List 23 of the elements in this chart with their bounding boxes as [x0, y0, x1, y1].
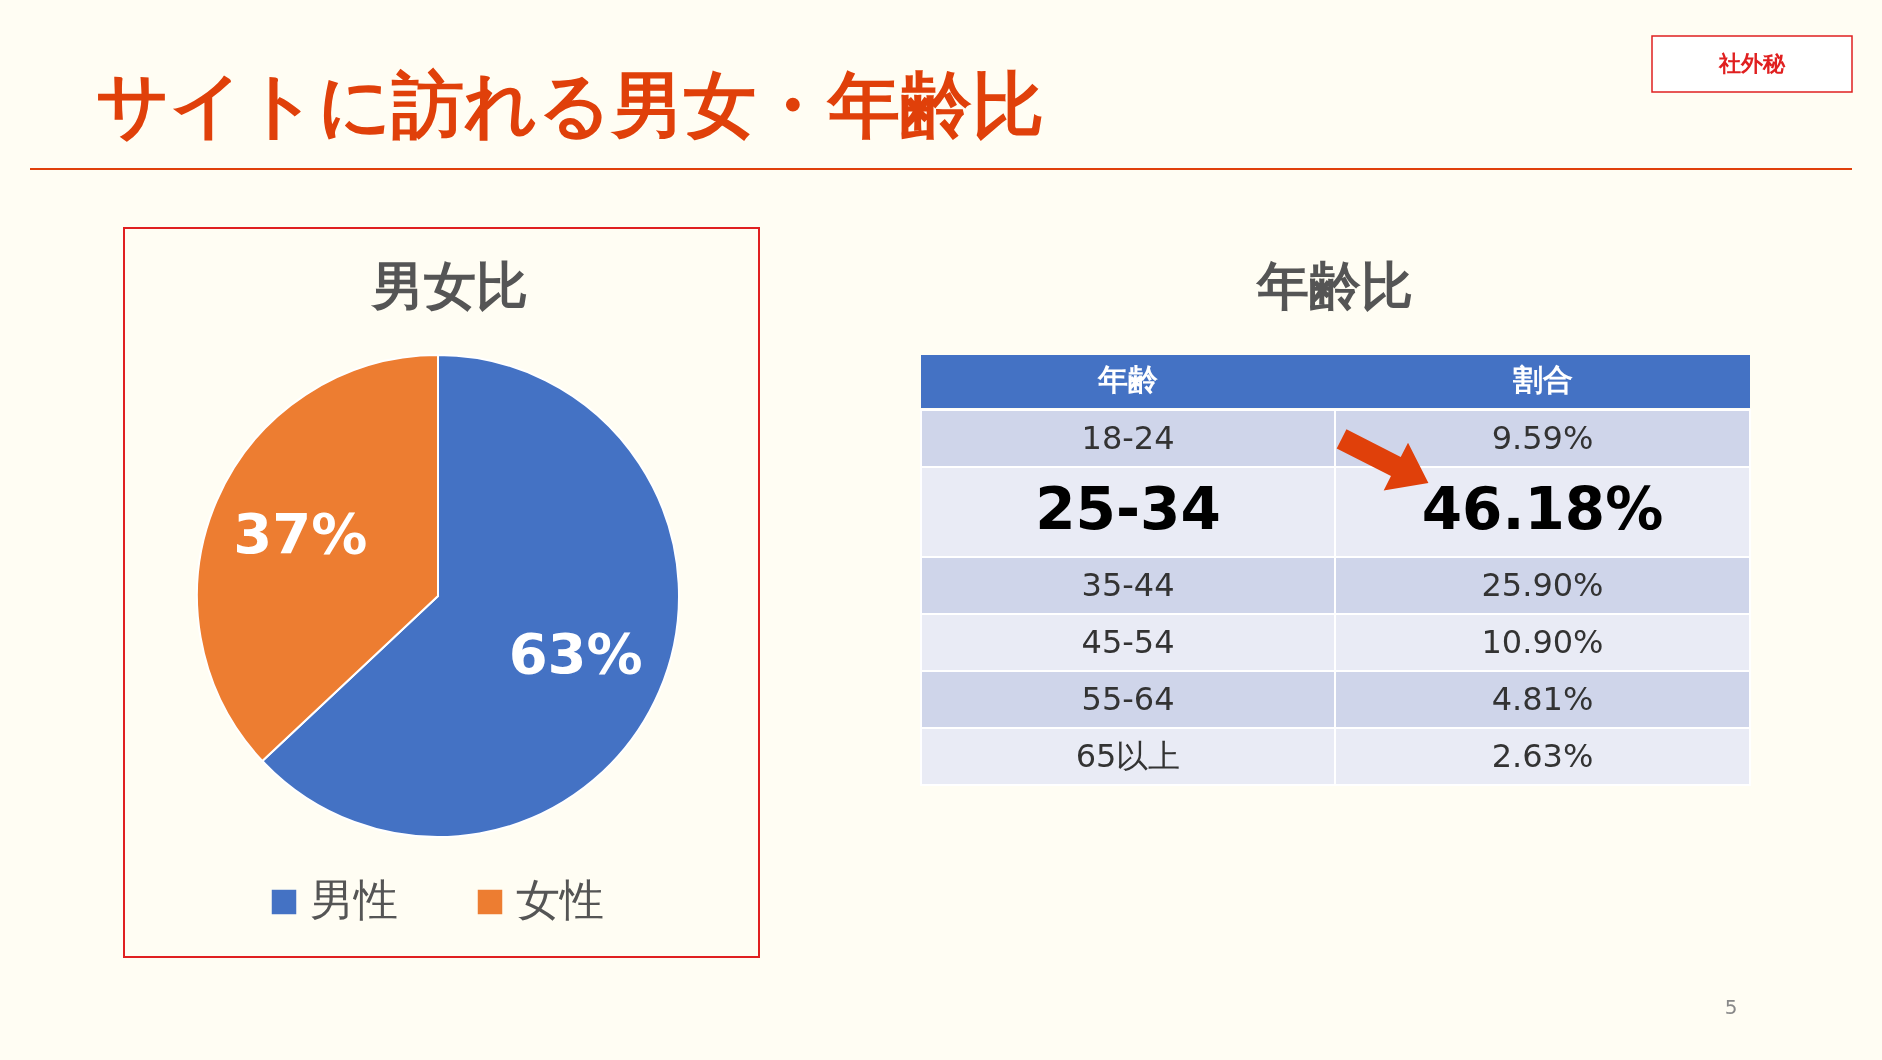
data-label: 9.59%	[1491, 418, 1594, 457]
category-label: 65以上	[1075, 736, 1181, 775]
category-label: 25-34	[1035, 475, 1221, 543]
chart-title: 男女比	[370, 256, 528, 316]
data-label: 2.63%	[1491, 736, 1594, 775]
text: サイトに訪れる男女・年齢比	[96, 63, 1044, 147]
data-label: 46.18%	[1421, 475, 1664, 543]
category-label: 55-64	[1081, 679, 1175, 718]
data-label: 10.90%	[1481, 622, 1604, 661]
data-label: 37%	[233, 501, 368, 567]
text: 年齢	[1097, 362, 1158, 397]
category-label: 35-44	[1081, 565, 1175, 604]
data-label: 4.81%	[1491, 679, 1594, 718]
category-label: 45-54	[1081, 622, 1175, 661]
text: 社外秘	[1718, 51, 1786, 76]
text: 5	[1724, 995, 1738, 1019]
category-label: 18-24	[1081, 418, 1175, 457]
data-label: 25.90%	[1481, 565, 1604, 604]
legend-label: 女性	[516, 874, 604, 925]
legend-label: 男性	[310, 874, 398, 925]
text: 割合	[1511, 362, 1573, 397]
text: 年齢比	[1255, 256, 1413, 316]
data-label: 63%	[508, 620, 643, 686]
